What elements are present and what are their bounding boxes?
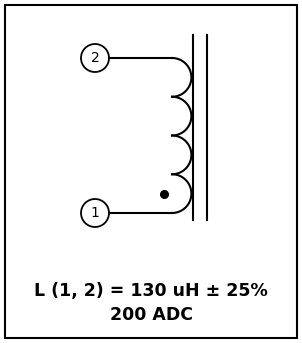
Text: 200 ADC: 200 ADC — [110, 306, 192, 324]
Text: L (1, 2) = 130 uH ± 25%: L (1, 2) = 130 uH ± 25% — [34, 282, 268, 300]
Text: 2: 2 — [91, 51, 99, 65]
Text: 1: 1 — [91, 206, 99, 220]
